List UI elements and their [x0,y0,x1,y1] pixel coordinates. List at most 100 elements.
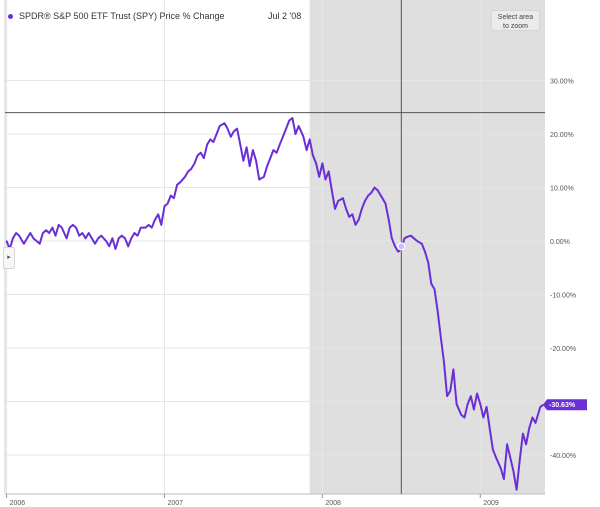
last-value-badge: -30.63% [543,399,587,411]
data-point [105,240,107,242]
data-point [114,248,117,250]
data-point [413,237,415,239]
data-point [528,427,530,429]
data-point [239,144,241,146]
data-point [18,235,20,237]
data-point [407,236,409,238]
data-point [263,176,265,178]
y-tick-label: 20.00% [550,132,574,139]
data-point [91,237,93,239]
data-point [184,176,186,178]
data-point [269,157,271,159]
series-points [5,117,545,491]
data-point [179,181,181,183]
data-point [58,224,60,226]
data-point [492,449,494,451]
data-point [140,227,142,229]
data-point [100,235,102,237]
legend-series-name: SPDR® S&P 500 ETF Trust (SPY) Price % Ch… [19,11,225,21]
data-point [124,237,126,239]
data-point [482,416,485,419]
data-point [519,459,521,461]
data-point [54,235,57,237]
data-point [534,422,537,424]
data-point [233,130,235,132]
data-point [65,237,68,239]
data-point [410,235,412,237]
data-point [291,117,293,119]
data-point [255,160,257,162]
data-point [48,232,50,234]
data-point [288,120,290,122]
data-point [279,144,281,146]
data-point [397,251,399,253]
data-point [144,227,147,229]
data-point [446,395,448,397]
data-point [111,237,113,239]
data-point [266,165,268,167]
data-point [495,457,497,459]
data-point [342,197,344,199]
y-tick-label: 30.00% [550,79,574,86]
data-point [84,237,87,239]
data-point [421,243,423,245]
data-point [377,189,379,191]
data-point [503,478,505,480]
zoom-label-line1: Select area [497,14,534,21]
data-point [42,232,44,234]
data-point [298,125,300,127]
expand-panel-button[interactable]: ▸ [3,247,15,269]
data-point [351,213,353,215]
data-point [437,309,439,312]
data-point [190,168,192,170]
data-point [430,283,432,285]
x-axis-ticks: 2006 2007 2008 2009 [6,494,499,507]
data-point [449,390,451,392]
data-point [463,416,466,419]
data-point [460,414,462,416]
data-point [252,149,254,151]
data-point [403,237,406,239]
hover-shaded-region [309,0,545,494]
data-point [15,232,17,234]
y-tick-label: -10.00% [550,293,576,300]
data-point [51,227,53,229]
data-point [203,157,205,159]
data-point [29,232,31,234]
data-point [242,160,245,162]
data-point [108,245,110,247]
data-point [35,240,38,242]
last-value-badge-shape [543,399,587,411]
data-point [212,141,215,143]
data-point [455,403,458,405]
legend: SPDR® S&P 500 ETF Trust (SPY) Price % Ch… [8,11,225,21]
select-area-to-zoom-button[interactable]: Select area to zoom [491,10,540,31]
data-point [525,443,527,445]
y-tick-label: -20.00% [550,346,576,353]
data-point [433,288,436,290]
data-point [331,189,333,191]
x-tick-label: 2009 [483,500,499,507]
data-point [275,152,278,154]
data-point [133,232,136,234]
data-point [531,416,533,419]
data-point [272,149,275,151]
data-point [219,125,221,127]
data-point [512,470,515,472]
data-point [312,154,314,156]
data-point [285,128,287,130]
x-tick-label: 2008 [325,500,341,507]
data-point [328,170,330,173]
data-point [69,227,71,229]
data-point [81,232,83,234]
data-point [321,162,323,165]
data-point [427,261,429,263]
x-tick-label: 2006 [10,500,26,507]
data-point [394,245,396,247]
x-tick-label: 2007 [167,500,183,507]
data-point [334,208,336,210]
data-point [500,467,502,469]
data-point [130,237,132,239]
data-point [249,165,251,167]
